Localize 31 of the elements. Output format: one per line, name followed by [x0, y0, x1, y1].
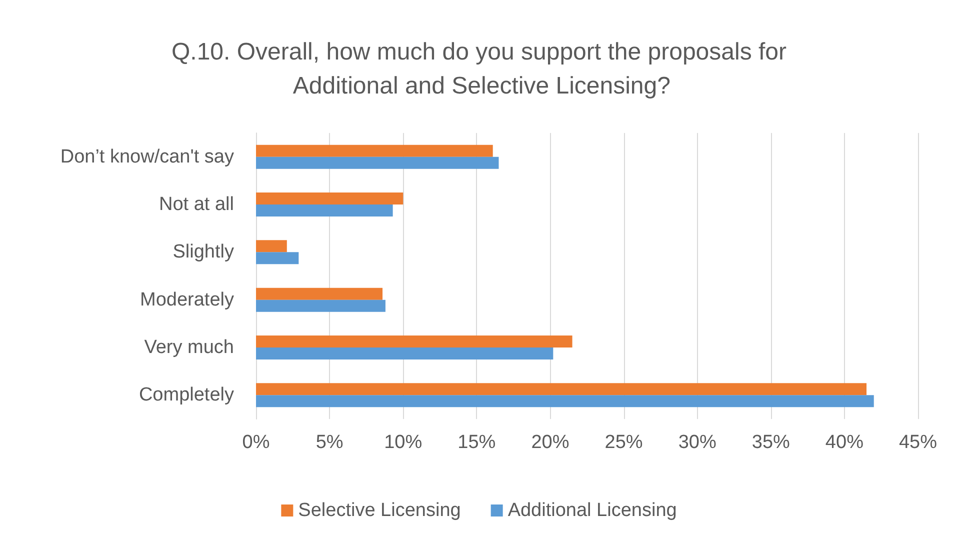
- bar: [256, 383, 867, 396]
- y-tick-label: Moderately: [140, 289, 234, 310]
- bar: [256, 348, 554, 360]
- x-tick-label: 10%: [384, 432, 422, 453]
- x-tick-label: 35%: [752, 432, 790, 453]
- bar: [256, 395, 874, 408]
- bar: [256, 288, 383, 300]
- bar: [256, 336, 572, 348]
- bar: [256, 300, 386, 312]
- x-tick-label: 0%: [242, 432, 270, 453]
- x-tick-label: 40%: [825, 432, 864, 453]
- y-tick-label: Don’t know/can't say: [60, 146, 234, 168]
- bar: [256, 204, 393, 216]
- x-tick-label: 45%: [898, 432, 938, 453]
- x-tick-label: 25%: [604, 432, 643, 453]
- x-tick-label: 30%: [678, 432, 716, 453]
- y-tick-label: Slightly: [172, 242, 234, 263]
- legend-label: Selective Licensing: [298, 500, 461, 521]
- bar: [256, 252, 299, 264]
- y-tick-label: Very much: [144, 337, 234, 358]
- x-tick-label: 15%: [458, 432, 496, 453]
- bar: [256, 156, 499, 169]
- x-tick-label: 20%: [531, 432, 570, 453]
- y-tick-label: Completely: [138, 384, 234, 406]
- bar: [256, 144, 493, 157]
- chart-title: Q.10. Overall, how much do you support the proposals for Additional and Selective Licensing?: [172, 38, 786, 100]
- bar: [256, 240, 287, 252]
- legend-label: Additional Licensing: [508, 500, 677, 521]
- x-tick-label: 5%: [316, 432, 344, 453]
- y-tick-label: Not at all: [159, 194, 234, 215]
- bar: [256, 192, 404, 204]
